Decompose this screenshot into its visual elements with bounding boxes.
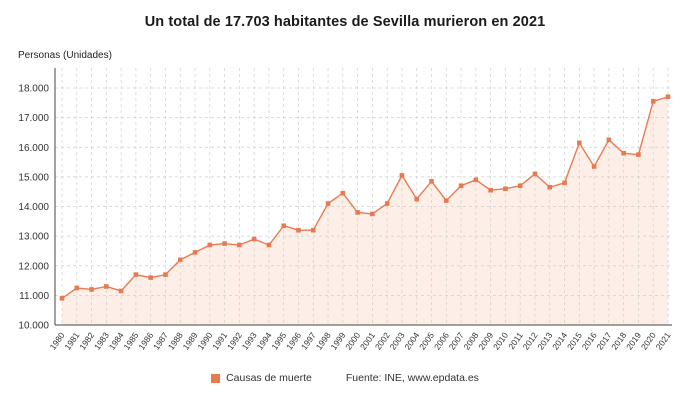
svg-text:2013: 2013 <box>535 330 554 351</box>
svg-text:1999: 1999 <box>328 330 347 351</box>
svg-text:2006: 2006 <box>432 330 451 351</box>
svg-text:2009: 2009 <box>476 330 495 351</box>
svg-text:1990: 1990 <box>195 330 214 351</box>
svg-text:1994: 1994 <box>255 330 274 351</box>
svg-text:1981: 1981 <box>62 330 81 351</box>
svg-text:1992: 1992 <box>225 330 244 351</box>
svg-text:1989: 1989 <box>181 330 200 351</box>
svg-text:2019: 2019 <box>624 330 643 351</box>
svg-text:1991: 1991 <box>210 330 229 351</box>
svg-text:2015: 2015 <box>565 330 584 351</box>
svg-text:11.000: 11.000 <box>19 291 49 302</box>
svg-text:2016: 2016 <box>580 330 599 351</box>
svg-text:1987: 1987 <box>151 330 170 351</box>
svg-text:2003: 2003 <box>388 330 407 351</box>
svg-text:17.000: 17.000 <box>18 113 49 124</box>
svg-text:2014: 2014 <box>550 330 569 351</box>
svg-text:1998: 1998 <box>314 330 333 351</box>
svg-text:2002: 2002 <box>373 330 392 351</box>
svg-text:12.000: 12.000 <box>18 261 49 272</box>
svg-text:2004: 2004 <box>402 330 421 351</box>
svg-text:2018: 2018 <box>609 330 628 351</box>
svg-text:18.000: 18.000 <box>18 84 49 95</box>
line-chart[interactable]: 10.000 11.000 12.000 13.000 14.000 15.000 16.0… <box>0 62 690 364</box>
svg-text:2020: 2020 <box>639 330 658 351</box>
svg-text:1993: 1993 <box>240 330 259 351</box>
svg-text:1984: 1984 <box>107 330 126 351</box>
svg-text:1986: 1986 <box>136 330 155 351</box>
svg-text:1985: 1985 <box>121 330 140 351</box>
svg-text:1982: 1982 <box>77 330 96 351</box>
svg-text:1996: 1996 <box>284 330 303 351</box>
svg-text:2017: 2017 <box>594 330 613 351</box>
source-text: Fuente: INE, www.epdata.es <box>345 372 479 384</box>
legend-item[interactable]: Causas de muerte <box>211 372 312 384</box>
svg-text:2021: 2021 <box>654 330 673 351</box>
svg-text:2008: 2008 <box>461 330 480 351</box>
chart-footer: Causas de muerte Fuente: INE, www.epdata… <box>0 372 690 384</box>
svg-text:1980: 1980 <box>48 330 67 351</box>
svg-text:16.000: 16.000 <box>18 143 49 154</box>
svg-text:2000: 2000 <box>343 330 362 351</box>
svg-text:1988: 1988 <box>166 330 185 351</box>
svg-text:2007: 2007 <box>447 330 466 351</box>
y-axis-title: Personas (Unidades) <box>18 50 112 61</box>
chart-title: Un total de 17.703 habitantes de Sevilla… <box>144 14 546 30</box>
legend-swatch <box>211 373 221 383</box>
svg-text:2010: 2010 <box>491 330 510 351</box>
svg-text:1997: 1997 <box>299 330 318 351</box>
svg-text:10.000: 10.000 <box>18 321 49 332</box>
svg-text:1995: 1995 <box>269 330 288 351</box>
svg-text:2001: 2001 <box>358 330 377 351</box>
svg-text:2005: 2005 <box>417 330 436 351</box>
svg-text:15.000: 15.000 <box>18 172 49 183</box>
legend-label: Causas de muerte <box>226 372 312 384</box>
svg-text:1983: 1983 <box>92 330 111 351</box>
svg-text:14.000: 14.000 <box>18 202 49 213</box>
svg-text:13.000: 13.000 <box>18 232 49 243</box>
svg-text:2012: 2012 <box>521 330 540 351</box>
